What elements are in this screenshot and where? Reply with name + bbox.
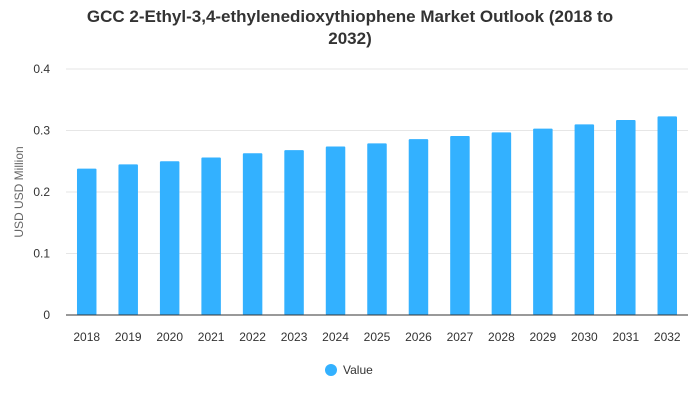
x-tick-label: 2020 bbox=[156, 330, 183, 344]
bar-2025[interactable] bbox=[367, 143, 387, 315]
y-tick-label: 0 bbox=[43, 308, 50, 322]
y-tick-label: 0.1 bbox=[33, 247, 50, 261]
bar-2019[interactable] bbox=[118, 164, 138, 315]
y-tick-label: 0.2 bbox=[33, 185, 50, 199]
bar-2030[interactable] bbox=[574, 124, 595, 315]
bar-2022[interactable] bbox=[242, 153, 263, 315]
x-tick-label: 2019 bbox=[115, 330, 142, 344]
x-tick-label: 2025 bbox=[364, 330, 391, 344]
bar-2018[interactable] bbox=[76, 168, 97, 315]
y-axis-tick-labels: 0 0.1 0.2 0.3 0.4 bbox=[33, 62, 50, 322]
bar-2021[interactable] bbox=[201, 157, 221, 315]
y-tick-label: 0.4 bbox=[33, 62, 50, 76]
x-axis-tick-labels: 2018 2019 2020 2021 2022 2023 2024 2025 2026 2027… bbox=[73, 330, 681, 344]
chart-title: GCC 2-Ethyl-3,4-ethylenedioxythiophene M… bbox=[0, 6, 700, 50]
x-tick-label: 2024 bbox=[322, 330, 349, 344]
x-tick-label: 2022 bbox=[239, 330, 266, 344]
x-tick-label: 2031 bbox=[612, 330, 639, 344]
bar-2029[interactable] bbox=[533, 128, 553, 315]
bar-2032[interactable] bbox=[657, 116, 678, 315]
bar-2028[interactable] bbox=[491, 132, 512, 315]
x-tick-label: 2030 bbox=[571, 330, 598, 344]
x-tick-label: 2028 bbox=[488, 330, 515, 344]
bar-2031[interactable] bbox=[616, 120, 636, 315]
chart-title-line-1: GCC 2-Ethyl-3,4-ethylenedioxythiophene M… bbox=[86, 7, 614, 26]
y-axis-label: USD USD Million bbox=[12, 146, 26, 237]
bars bbox=[76, 116, 678, 315]
legend[interactable]: Value bbox=[325, 363, 373, 377]
bar-2027[interactable] bbox=[450, 136, 470, 315]
bar-2020[interactable] bbox=[159, 161, 180, 315]
legend-label: Value bbox=[343, 363, 373, 377]
x-tick-label: 2018 bbox=[73, 330, 100, 344]
x-tick-label: 2026 bbox=[405, 330, 432, 344]
y-tick-label: 0.3 bbox=[33, 124, 50, 138]
chart-title-line-2: 2032) bbox=[328, 29, 372, 48]
bar-2023[interactable] bbox=[284, 150, 304, 315]
bar-2024[interactable] bbox=[325, 146, 346, 315]
x-tick-label: 2027 bbox=[447, 330, 474, 344]
x-tick-label: 2029 bbox=[530, 330, 557, 344]
legend-marker bbox=[325, 364, 337, 376]
x-tick-label: 2023 bbox=[281, 330, 308, 344]
bar-2026[interactable] bbox=[408, 139, 429, 315]
x-tick-label: 2021 bbox=[198, 330, 225, 344]
x-tick-label: 2032 bbox=[654, 330, 681, 344]
